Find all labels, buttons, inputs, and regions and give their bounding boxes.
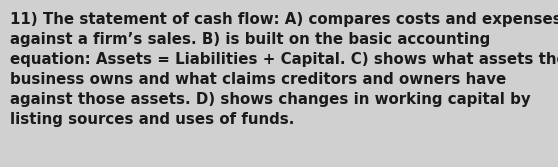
Text: 11) The statement of cash flow: A) compares costs and expenses
against a firm’s : 11) The statement of cash flow: A) compa… <box>10 12 558 127</box>
